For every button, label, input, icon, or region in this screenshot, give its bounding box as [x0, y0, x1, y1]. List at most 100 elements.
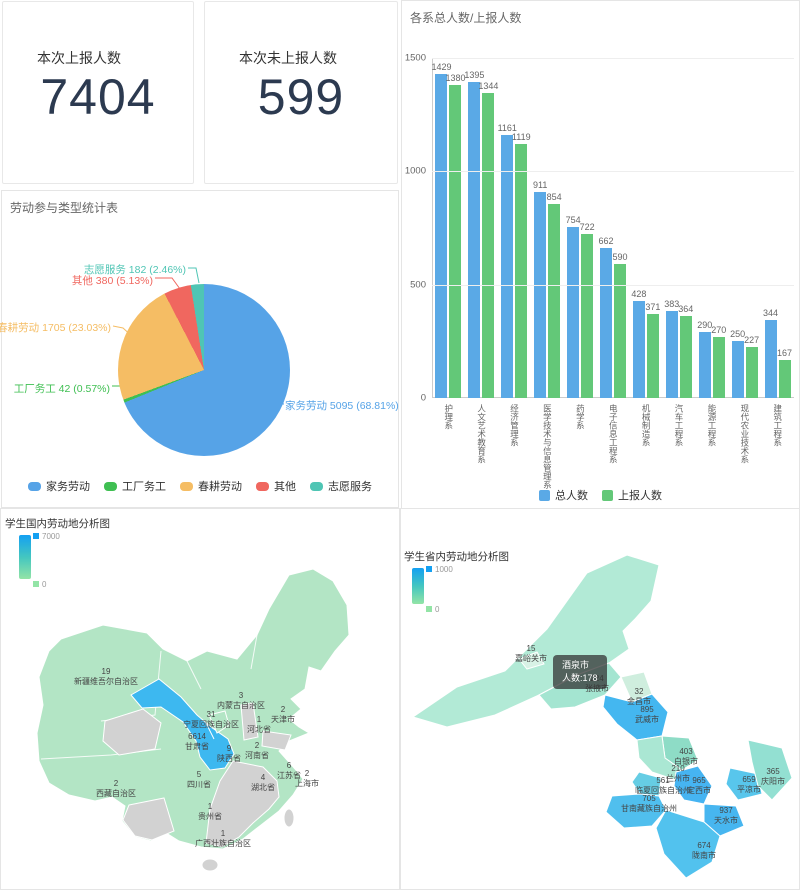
bar[interactable] — [745, 346, 758, 398]
legend-marker — [104, 481, 117, 491]
bar-group: 250 227 现代农业技术系 — [728, 58, 761, 498]
bar[interactable] — [515, 144, 528, 398]
map-region-tianshui[interactable] — [703, 803, 745, 837]
bar[interactable] — [449, 85, 462, 398]
bar[interactable] — [581, 234, 594, 398]
bar-group: 428 371 机械制造系 — [629, 58, 662, 498]
bar[interactable] — [632, 301, 645, 398]
map-region-ningxia[interactable] — [208, 710, 230, 734]
legend-label: 其他 — [274, 481, 296, 493]
bar[interactable] — [698, 332, 711, 398]
china-visualmap[interactable]: 7000 0 — [19, 529, 79, 589]
visualmap-gradient-bar[interactable] — [412, 568, 424, 604]
bar[interactable] — [764, 320, 777, 398]
legend-item[interactable]: 其他 — [256, 478, 296, 494]
visualmap-gradient-bar[interactable] — [19, 535, 31, 579]
tooltip-title: 酒泉市 — [562, 660, 590, 670]
pie-label: 工厂务工 42 (0.57%) — [13, 383, 110, 395]
map-region-china-base[interactable] — [36, 568, 350, 850]
map-region-southeast[interactable] — [205, 760, 280, 848]
bar-value-label: 722 — [579, 222, 595, 233]
bar-value-label: 1119 — [511, 132, 531, 143]
bar[interactable] — [548, 204, 561, 398]
visualmap-max-label: 7000 — [42, 532, 60, 541]
stat-card-reported: 本次上报人数 7404 — [2, 1, 194, 184]
bar-value-label: 167 — [777, 348, 793, 359]
bar-group: 754 722 药学系 — [564, 58, 597, 498]
legend-item[interactable]: 志愿服务 — [310, 478, 372, 494]
legend-item[interactable]: 上报人数 — [602, 487, 662, 503]
gansu-visualmap[interactable]: 1000 0 — [412, 562, 472, 614]
map-region-shanxi[interactable] — [240, 702, 259, 741]
pie-label: 其他 380 (5.13%) — [71, 275, 153, 287]
bar[interactable] — [599, 247, 612, 398]
bar[interactable] — [712, 336, 725, 398]
bar[interactable] — [665, 311, 678, 398]
bar[interactable] — [534, 191, 547, 398]
bar-value-label: 1161 — [497, 122, 517, 133]
bar-plot: 1429 1380 护理系 1395 1344 人文艺术教育系 1161 1119 经济管理系 9… — [405, 53, 794, 489]
legend-label: 上报人数 — [618, 490, 662, 502]
stat-label-unreported: 本次未上报人数 — [239, 50, 337, 66]
stat-value-unreported: 599 — [257, 69, 345, 125]
map-region-jiayuguan[interactable] — [518, 651, 545, 670]
x-axis-category: 现代农业技术系 — [739, 404, 750, 464]
legend-item[interactable]: 春耕劳动 — [180, 478, 242, 494]
bar[interactable] — [501, 134, 514, 398]
bar[interactable] — [482, 93, 495, 398]
bar-chart-panel: 各系总人数/上报人数 1429 1380 护理系 1395 1344 人文艺术教育系 116… — [401, 0, 800, 509]
map-region-taiwan[interactable] — [283, 808, 295, 828]
legend-label: 春耕劳动 — [198, 481, 242, 493]
map-region-pingliang[interactable] — [725, 767, 763, 801]
map-region-gannan[interactable] — [605, 793, 667, 829]
map-region-qinghai[interactable] — [102, 708, 162, 756]
visualmap-max-handle[interactable] — [33, 533, 39, 539]
bar-group: 1429 1380 护理系 — [431, 58, 466, 498]
bar-legend: 总人数 上报人数 — [402, 487, 799, 503]
bar[interactable] — [778, 360, 791, 398]
bar[interactable] — [567, 227, 580, 398]
visualmap-min-handle[interactable] — [426, 606, 432, 612]
map-region-shandong[interactable] — [261, 730, 292, 751]
bar-chart-title: 各系总人数/上报人数 — [410, 11, 522, 25]
bar[interactable] — [646, 313, 659, 398]
map-region-gansu[interactable] — [130, 678, 235, 771]
legend-marker — [28, 481, 41, 491]
bar-value-label: 1380 — [445, 73, 466, 84]
bar[interactable] — [468, 81, 481, 398]
map-region-hainan[interactable] — [201, 858, 219, 872]
map-region-longnan[interactable] — [655, 809, 721, 879]
bar[interactable] — [435, 74, 448, 398]
map-region-yunnan[interactable] — [122, 797, 175, 841]
legend-item[interactable]: 总人数 — [539, 487, 588, 503]
bar-value-label: 383 — [664, 299, 680, 310]
visualmap-min-handle[interactable] — [33, 581, 39, 587]
map-region-jiuquan[interactable] — [411, 554, 660, 728]
bar[interactable] — [613, 264, 626, 398]
map-region-qingyang[interactable] — [747, 739, 793, 801]
map-region-wuwei[interactable] — [602, 693, 669, 741]
map-region-linxia[interactable] — [631, 771, 662, 797]
x-axis-category: 医学技术与信息管理系 — [542, 404, 553, 489]
legend-marker — [180, 481, 193, 491]
map-region-dingxi[interactable] — [673, 765, 713, 805]
bar[interactable] — [731, 341, 744, 398]
visualmap-min-label: 0 — [435, 605, 440, 614]
x-axis-category: 建筑工程系 — [772, 404, 783, 447]
gansu-map-title: 学生省内劳动地分析图 — [404, 551, 509, 563]
x-axis-category: 人文艺术教育系 — [476, 404, 487, 464]
x-axis-category: 机械制造系 — [641, 404, 652, 447]
legend-item[interactable]: 家务劳动 — [28, 478, 90, 494]
bar[interactable] — [679, 315, 692, 398]
pie-chart[interactable] — [118, 284, 290, 456]
legend-item[interactable]: 工厂务工 — [104, 478, 166, 494]
x-axis-category: 药学系 — [575, 404, 586, 430]
tooltip-value: 人数:178 — [562, 673, 598, 684]
gridline — [432, 171, 794, 173]
pie-label: 春耕劳动 1705 (23.03%) — [0, 322, 111, 334]
bar-group: 383 364 汽车工程系 — [662, 58, 695, 498]
bar-value-label: 590 — [612, 252, 628, 263]
visualmap-max-handle[interactable] — [426, 566, 432, 572]
gansu-inner-border — [205, 722, 215, 740]
